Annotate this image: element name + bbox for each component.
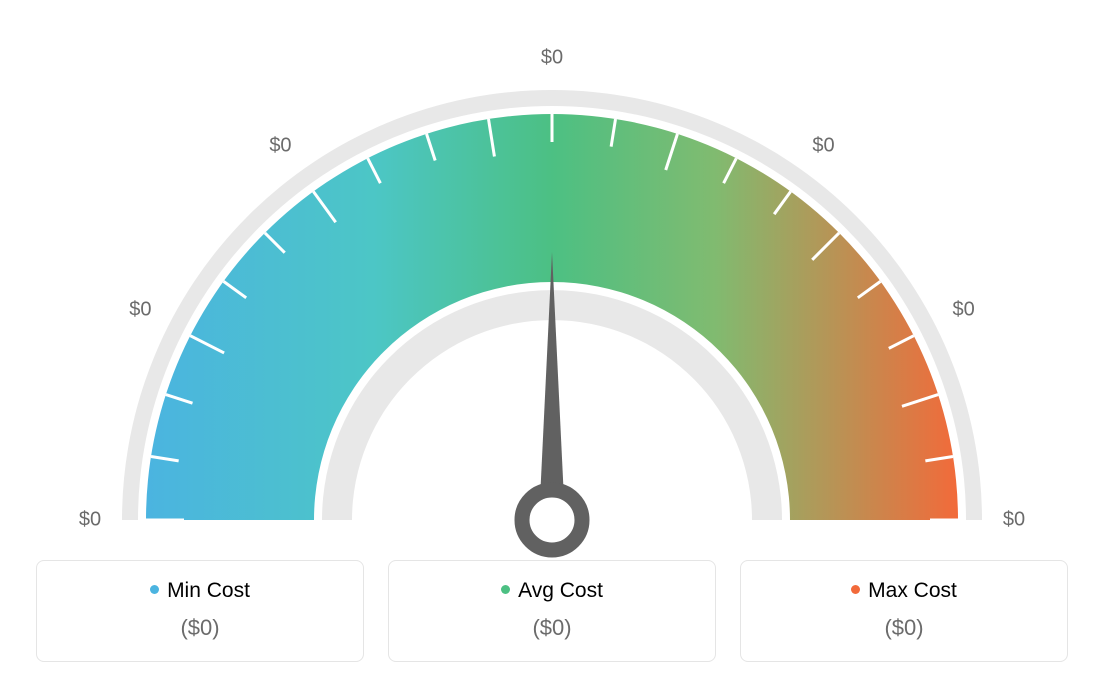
gauge-tick-label: $0	[79, 509, 101, 532]
gauge-container: $0 $0 $0 $0 $0 $0 $0	[0, 0, 1104, 560]
legend-title-min: Min Cost	[49, 579, 351, 603]
legend-title-avg: Avg Cost	[401, 579, 703, 603]
gauge-svg	[72, 40, 1032, 580]
legend-bullet-avg	[501, 585, 510, 594]
legend-label-min: Min Cost	[167, 579, 250, 602]
gauge-tick-label: $0	[269, 135, 291, 158]
legend-label-avg: Avg Cost	[518, 579, 603, 602]
gauge-tick-label: $0	[541, 47, 563, 70]
legend-value-max: ($0)	[753, 615, 1055, 641]
legend-title-max: Max Cost	[753, 579, 1055, 603]
gauge-tick-label: $0	[129, 299, 151, 322]
gauge-tick-label: $0	[812, 135, 834, 158]
gauge-tick-label: $0	[953, 299, 975, 322]
legend-label-max: Max Cost	[868, 579, 957, 602]
gauge-tick-label: $0	[1003, 509, 1025, 532]
legend-bullet-max	[851, 585, 860, 594]
legend-bullet-min	[150, 585, 159, 594]
legend-value-min: ($0)	[49, 615, 351, 641]
legend-value-avg: ($0)	[401, 615, 703, 641]
